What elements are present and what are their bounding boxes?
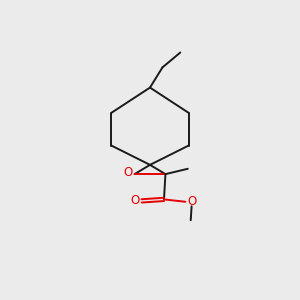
Text: O: O <box>130 194 140 207</box>
Text: O: O <box>187 195 196 208</box>
Text: O: O <box>123 166 133 179</box>
